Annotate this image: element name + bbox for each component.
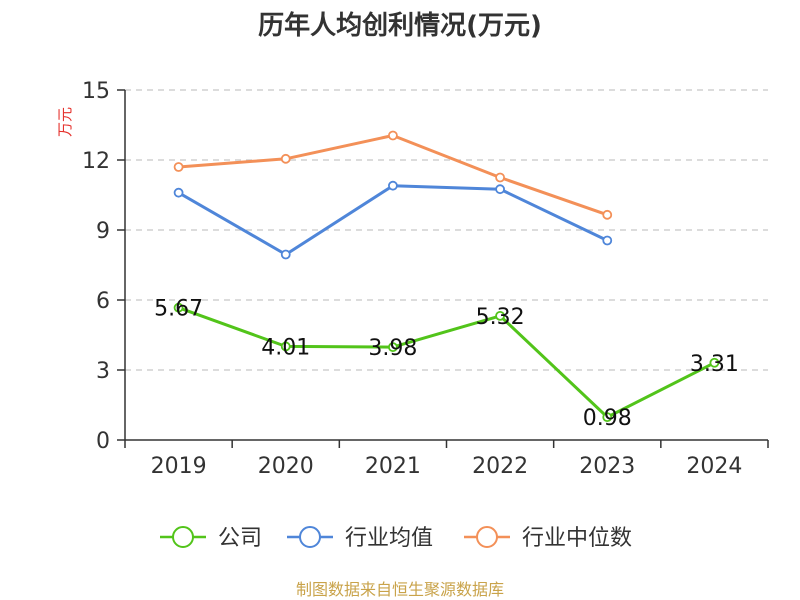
y-tick-label: 15: [82, 79, 110, 104]
series-lines: [173, 130, 720, 423]
legend-label: 行业中位数: [522, 526, 632, 551]
legend-label: 公司: [218, 526, 262, 551]
y-tick-label: 12: [82, 149, 110, 174]
series-line: [178, 306, 716, 419]
data-point: [495, 310, 505, 321]
data-label: 4.01: [261, 335, 310, 360]
data-labels: 5.67 4.01 3.98 5.32 0.98 3.31: [154, 297, 739, 431]
data-point: [495, 184, 505, 195]
data-point: [388, 180, 398, 191]
axes: 0 3 6 9 12 15 2019 2020 2021 2022 2023 2024: [82, 79, 769, 479]
legend-swatch-marker: [172, 526, 194, 548]
data-point: [280, 153, 291, 164]
data-label: 5.67: [154, 297, 203, 322]
x-tick-label: 2020: [258, 454, 314, 479]
x-tick-label: 2024: [686, 454, 742, 479]
series-line: [178, 134, 608, 217]
data-label: 3.31: [690, 352, 739, 377]
data-point: [602, 209, 613, 220]
y-tick-label: 0: [96, 429, 110, 454]
data-point: [388, 130, 398, 141]
data-point: [495, 172, 505, 183]
x-tick-label: 2021: [365, 454, 421, 479]
data-point: [173, 187, 184, 198]
y-axis-label: 万元: [56, 107, 74, 137]
gridlines: [125, 89, 768, 371]
chart-title: 历年人均创利情况(万元): [258, 10, 542, 41]
data-point: [388, 342, 398, 353]
legend-label: 行业均值: [345, 526, 433, 551]
data-point: [602, 412, 613, 423]
footer-source: 制图数据来自恒生聚源数据库: [296, 580, 504, 599]
legend-swatch-marker: [299, 526, 321, 548]
data-point: [280, 341, 291, 352]
data-point: [173, 302, 184, 313]
y-tick-label: 3: [96, 359, 110, 384]
x-tick-label: 2022: [472, 454, 528, 479]
data-label: 0.98: [583, 406, 632, 431]
data-point: [173, 162, 184, 172]
y-tick-label: 9: [96, 219, 110, 244]
data-point: [709, 357, 720, 368]
data-point: [602, 235, 613, 246]
legend-swatch-marker: [476, 526, 498, 548]
legend: 公司 行业均值 行业中位数: [160, 526, 632, 551]
series-line: [177, 184, 608, 256]
data-label: 5.32: [476, 305, 525, 330]
x-tick-label: 2023: [579, 454, 635, 479]
y-tick-label: 6: [96, 289, 110, 314]
data-point: [280, 249, 291, 260]
x-tick-label: 2019: [151, 454, 207, 479]
data-label: 3.98: [368, 336, 417, 361]
